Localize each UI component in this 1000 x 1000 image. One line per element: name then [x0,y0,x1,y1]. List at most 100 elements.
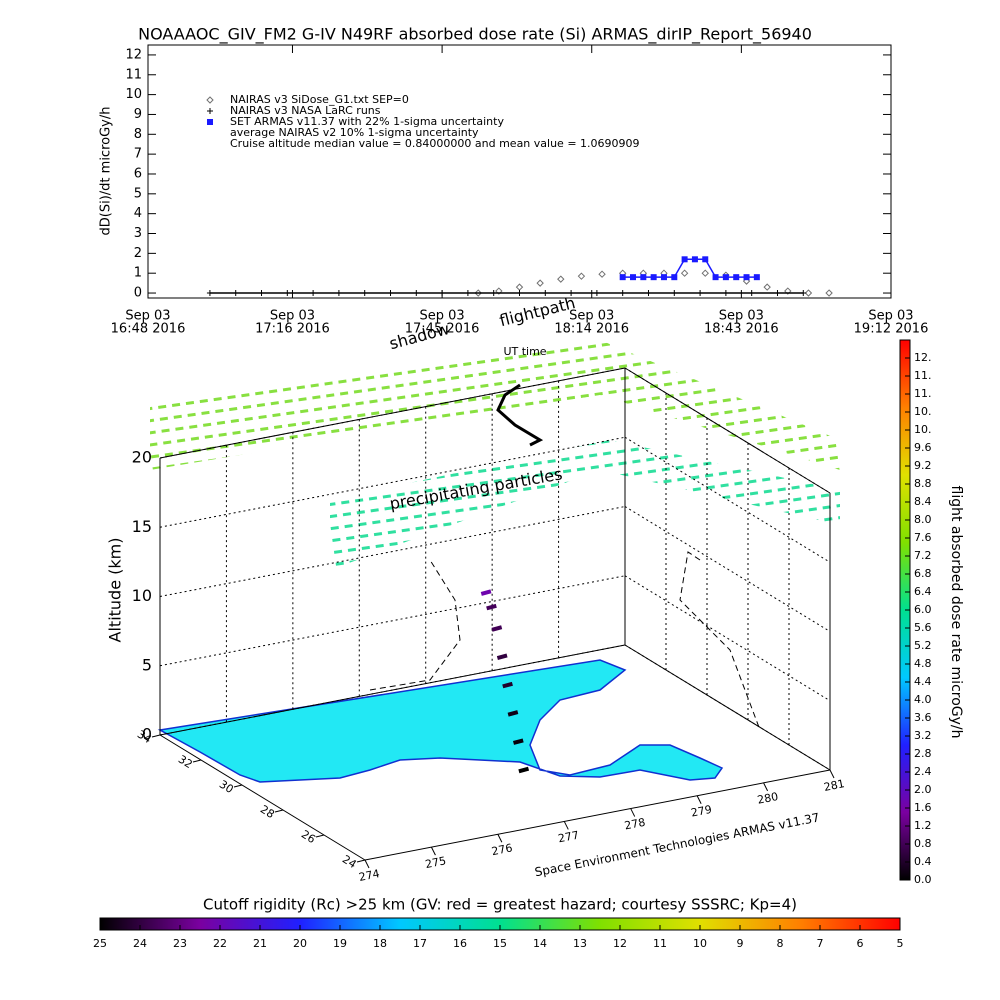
y-tick-label: 3 [134,226,142,241]
y-tick [274,809,284,813]
x-tick-label: 276 [491,841,514,858]
y-tick [356,859,366,863]
flight-point [491,625,503,632]
colorbar-tick-label: 12. [914,351,932,364]
precipitating-layer-lower [330,440,840,570]
x-tick-label: 277 [557,829,580,846]
colorbar-tick-label: 10. [914,423,932,436]
colorbar-tick-label: 13 [573,937,587,950]
colorbar-tick-label: 4.4 [914,675,932,688]
y-tick-label: 5 [134,186,142,201]
grid-line [624,575,831,702]
colorbar-tick-label: 20 [293,937,307,950]
colorbar-tick-label: 6.4 [914,585,932,598]
x-tick-label: 17:16 2016 [255,322,330,337]
grid-line [159,575,626,667]
axis-line [364,769,831,861]
data-point [387,290,394,297]
data-point [577,272,586,280]
colorbar-tick-label: 6 [857,937,864,950]
data-point [619,274,626,281]
data-point [681,256,688,263]
legend-label: NAIRAS v3 SiDose_G1.txt SEP=0 [230,93,409,106]
axis-line [159,734,366,861]
x-tick-label: 274 [358,867,381,884]
x-tick [563,821,569,830]
x-tick-label: 280 [756,790,779,807]
x-tick-label: Sep 03 [868,309,913,324]
x-tick-label: 279 [690,803,713,820]
y-tick-label: 10 [125,87,142,102]
plot-frame [147,44,892,299]
y-tick-label: 7 [134,147,142,162]
colorbar-title: flight absorbed dose rate microGy/h [948,486,964,739]
flight-point [480,589,492,596]
colorbar-tick-label: 8.0 [914,513,932,526]
flight-point [518,766,530,774]
grid-line [624,506,831,632]
data-point [640,274,647,281]
data-point [593,290,600,297]
colorbar-tick-label: 5.6 [914,621,932,634]
y-tick-label: 8 [134,127,142,142]
x-tick-label: Sep 03 [125,309,170,324]
colorbar-tick-label: 11 [653,937,667,950]
colorbar-tick-label: 23 [173,937,187,950]
colorbar-tick-label: 8 [777,937,784,950]
data-point [712,274,719,281]
x-tick [430,846,436,856]
x-tick-label: 18:43 2016 [704,322,779,337]
x-tick-label: 19:12 2016 [854,322,929,337]
colorbar-tick-label: 14 [533,937,547,950]
z-tick-label: 0 [142,725,152,744]
colorbar-tick-label: 10 [693,937,707,950]
colorbar-tick-label: 16 [453,937,467,950]
grid-line [159,436,626,528]
y-tick-label: 32 [176,753,195,771]
colorbar-tick-label: 9 [737,937,744,950]
data-point [697,290,704,297]
colorbar-tick-label: 4.0 [914,693,932,706]
data-point [804,289,813,297]
data-point [515,283,524,291]
colorbar-tick-label: 0.8 [914,837,932,850]
y-tick-label: 34 [135,728,154,746]
axis-line [624,367,831,494]
data-point [557,275,565,283]
legend-marker [207,119,213,125]
colorbar-tick-label: 1.6 [914,801,932,814]
x-tick-label: 17:45 2016 [405,322,480,337]
z-tick-label: 10 [132,586,152,605]
data-point [619,290,626,297]
flight-point [512,738,524,745]
x-tick [630,808,636,817]
flight-point [502,681,513,689]
colorbar-tick-label: 1.2 [914,819,932,832]
data-point [630,274,637,281]
x-tick-label: 281 [823,777,846,794]
colorbar-tick-label: 11. [914,369,932,382]
legend-marker [206,96,214,104]
y-axis-label: dD(Si)/dt microGy/h [99,107,114,236]
colorbar-tick-label: 5.2 [914,639,932,652]
data-point [536,279,544,287]
colorbar-tick-label: 0.4 [914,855,932,868]
colorbar-title: Cutoff rigidity (Rc) >25 km (GV: red = g… [203,896,797,914]
legend-marker [207,108,213,114]
colorbar-tick-label: 17 [413,937,427,950]
x-tick-label: Sep 03 [569,309,614,324]
z-tick-label: 20 [132,448,152,467]
x-tick-label: 278 [623,816,646,833]
colorbar-tick-label: 22 [213,937,227,950]
data-point [490,290,497,297]
flight-track-top [496,383,544,447]
data-point [671,274,678,281]
y-tick [192,759,202,763]
data-point [743,274,750,281]
data-point [660,274,667,281]
colorbar-tick-label: 9.6 [914,441,932,454]
data-point [284,290,291,297]
colorbar-tick-label: 4.8 [914,657,932,670]
x-tick-label: Sep 03 [420,309,465,324]
y-tick-label: 12 [125,47,142,62]
